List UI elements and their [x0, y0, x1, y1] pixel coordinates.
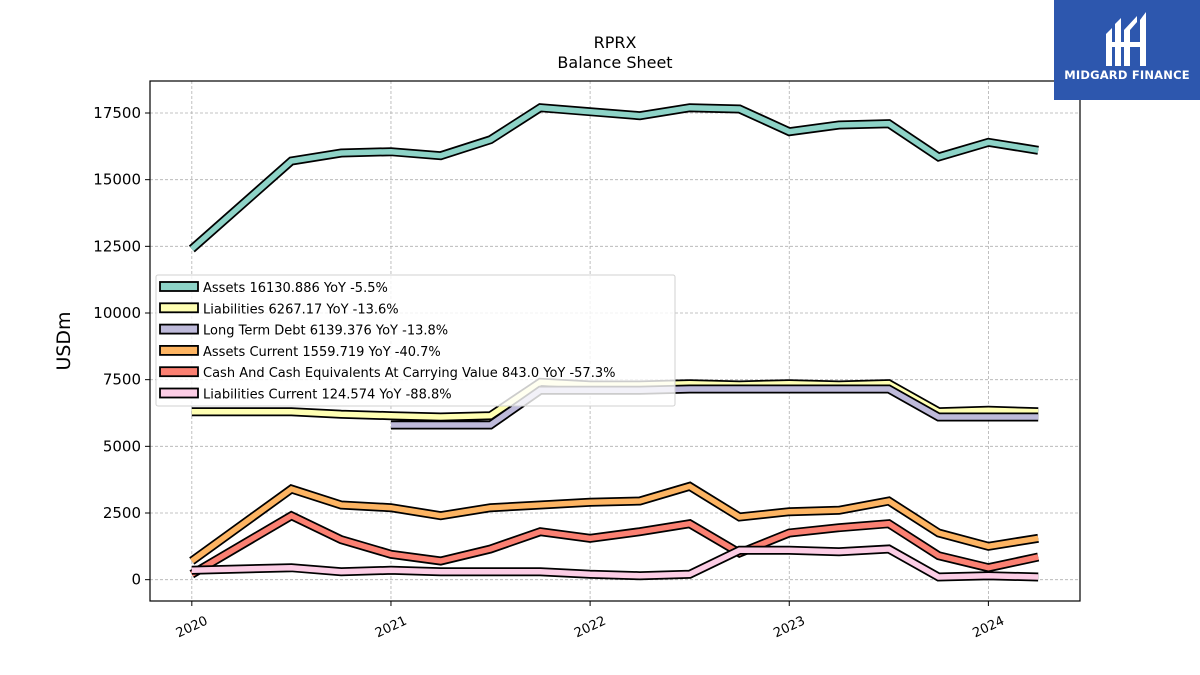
legend-swatch	[159, 366, 199, 378]
x-tick-label: 2023	[771, 614, 807, 642]
legend-swatch	[159, 344, 199, 356]
y-tick-label: 17500	[93, 104, 141, 122]
legend-swatch	[159, 302, 199, 314]
series-line	[190, 483, 1039, 564]
chart-subtitle: Balance Sheet	[557, 53, 672, 72]
y-tick-label: 15000	[93, 171, 141, 189]
legend-swatch	[159, 323, 199, 335]
legend-swatch	[159, 387, 199, 399]
legend-entry: Cash And Cash Equivalents At Carrying Va…	[203, 366, 615, 381]
x-tick-label: 2022	[572, 614, 608, 642]
plot-frame	[149, 80, 1081, 602]
legend-entry: Assets Current 1559.719 YoY -40.7%	[203, 345, 441, 360]
x-tick-label: 2021	[373, 614, 409, 642]
x-tick-label: 2024	[970, 614, 1006, 642]
y-tick-label: 5000	[103, 437, 141, 455]
legend-entry: Long Term Debt 6139.376 YoY -13.8%	[203, 324, 448, 339]
legend-entry: Assets 16130.886 YoY -5.5%	[203, 281, 388, 296]
legend-box	[155, 274, 676, 407]
legend-entry: Liabilities Current 124.574 YoY -88.8%	[203, 388, 452, 403]
legend: Assets 16130.886 YoY -5.5% Liabilities 62…	[155, 274, 676, 407]
y-tick-label: 7500	[103, 371, 141, 389]
midgard-logo-icon	[1106, 12, 1146, 66]
midgard-logo: MIDGARD FINANCE	[1054, 0, 1200, 100]
y-tick-label: 0	[131, 571, 141, 589]
series-line-outline	[188, 103, 1039, 253]
chart-title: RPRX	[594, 33, 637, 52]
series-line	[189, 104, 1039, 252]
y-axis-label: USDm	[53, 311, 75, 370]
series-line	[191, 546, 1039, 580]
x-tick-label: 2020	[174, 614, 210, 642]
y-tick-label: 12500	[93, 237, 141, 255]
legend-swatch	[159, 281, 199, 292]
axis-ticks: 0 2500 5000 7500 10000 12500 15000 17500 2020 202…	[93, 104, 1006, 641]
legend-entry: Liabilities 6267.17 YoY -13.6%	[203, 302, 399, 317]
series-line	[190, 512, 1039, 577]
logo-text: MIDGARD FINANCE	[1064, 68, 1190, 82]
y-tick-label: 10000	[93, 304, 141, 322]
y-tick-label: 2500	[103, 504, 141, 522]
